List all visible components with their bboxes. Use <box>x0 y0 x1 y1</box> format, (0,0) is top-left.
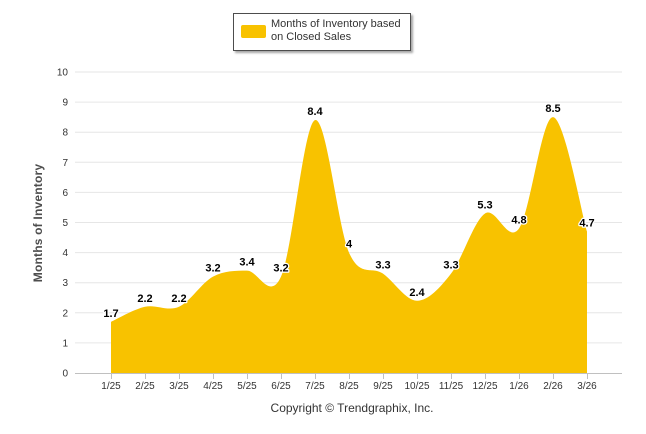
y-axis-label: Months of Inventory <box>31 163 45 283</box>
y-tick-label: 10 <box>57 68 69 79</box>
legend[interactable]: Months of Inventory based on Closed Sale… <box>233 13 411 51</box>
x-tick-label: 4/25 <box>203 381 223 392</box>
x-tick-label: 2/26 <box>543 381 563 392</box>
data-point-6-25[interactable] <box>279 275 283 279</box>
x-tick-label: 1/25 <box>101 381 121 392</box>
y-tick-label: 1 <box>62 338 68 349</box>
y-tick-label: 3 <box>62 278 68 289</box>
data-point-1-25[interactable] <box>109 320 113 324</box>
y-tick-label: 0 <box>62 369 68 380</box>
y-tick-label: 8 <box>62 128 68 139</box>
axes <box>75 373 622 379</box>
data-point-12-25[interactable] <box>483 211 487 215</box>
x-tick-label: 3/25 <box>169 381 189 392</box>
x-tick-label: 6/25 <box>271 381 291 392</box>
x-tick-label: 8/25 <box>339 381 359 392</box>
y-tick-labels: 0 1 2 3 4 5 6 7 8 9 10 <box>57 68 69 380</box>
x-tick-label: 10/25 <box>404 381 429 392</box>
data-label: 3.3 <box>443 260 458 272</box>
y-tick-label: 4 <box>62 248 68 259</box>
area-fill <box>111 117 587 374</box>
x-tick-label: 12/25 <box>472 381 497 392</box>
x-tick-label: 9/25 <box>373 381 393 392</box>
data-point-3-26[interactable] <box>585 230 589 234</box>
data-label: 5.3 <box>477 199 492 211</box>
y-tick-label: 5 <box>62 218 68 229</box>
data-point-2-26[interactable] <box>551 115 555 119</box>
x-tick-labels: 1/25 2/25 3/25 4/25 5/25 6/25 7/25 8/25 9/25 10/2… <box>101 381 597 392</box>
data-point-9-25[interactable] <box>381 272 385 276</box>
data-label: 4.8 <box>511 215 526 227</box>
y-tick-label: 7 <box>62 158 68 169</box>
legend-label: Months of Inventory based on Closed Sale… <box>271 18 401 43</box>
area-series <box>109 115 589 374</box>
data-point-4-25[interactable] <box>211 275 215 279</box>
data-point-7-25[interactable] <box>313 118 317 122</box>
copyright-footer: Copyright © Trendgraphix, Inc. <box>270 401 434 415</box>
x-tick-label: 1/26 <box>509 381 529 392</box>
data-label: 2.2 <box>137 293 152 305</box>
data-label: 8.4 <box>307 106 323 118</box>
data-point-8-25[interactable] <box>347 251 351 255</box>
x-tick-label: 7/25 <box>305 381 325 392</box>
y-tick-label: 2 <box>62 308 68 319</box>
x-tick-label: 3/26 <box>577 381 597 392</box>
data-labels: 1.7 2.2 2.2 3.2 3.4 3.2 8.4 4 3.3 2.4 3.3 5.3 4.8 8.5… <box>102 102 596 321</box>
data-label: 3.2 <box>205 263 220 275</box>
y-tick-label: 6 <box>62 188 68 199</box>
data-point-1-26[interactable] <box>517 227 521 231</box>
data-label: 2.2 <box>171 293 186 305</box>
data-label: 2.4 <box>409 287 425 299</box>
data-label: 1.7 <box>103 308 118 320</box>
data-label: 4.7 <box>579 218 594 230</box>
y-tick-label: 9 <box>62 98 68 109</box>
x-tick-label: 5/25 <box>237 381 257 392</box>
data-label: 4 <box>346 239 353 251</box>
data-point-10-25[interactable] <box>415 299 419 303</box>
data-label: 3.2 <box>273 263 288 275</box>
data-label: 3.3 <box>375 260 390 272</box>
data-label: 8.5 <box>545 103 560 115</box>
x-tick-label: 2/25 <box>135 381 155 392</box>
legend-swatch <box>241 25 266 38</box>
data-point-5-25[interactable] <box>245 269 249 273</box>
data-point-2-25[interactable] <box>143 305 147 309</box>
data-label: 3.4 <box>239 257 255 269</box>
x-tick-label: 11/25 <box>439 381 464 392</box>
data-point-3-25[interactable] <box>177 305 181 309</box>
data-point-11-25[interactable] <box>449 272 453 276</box>
